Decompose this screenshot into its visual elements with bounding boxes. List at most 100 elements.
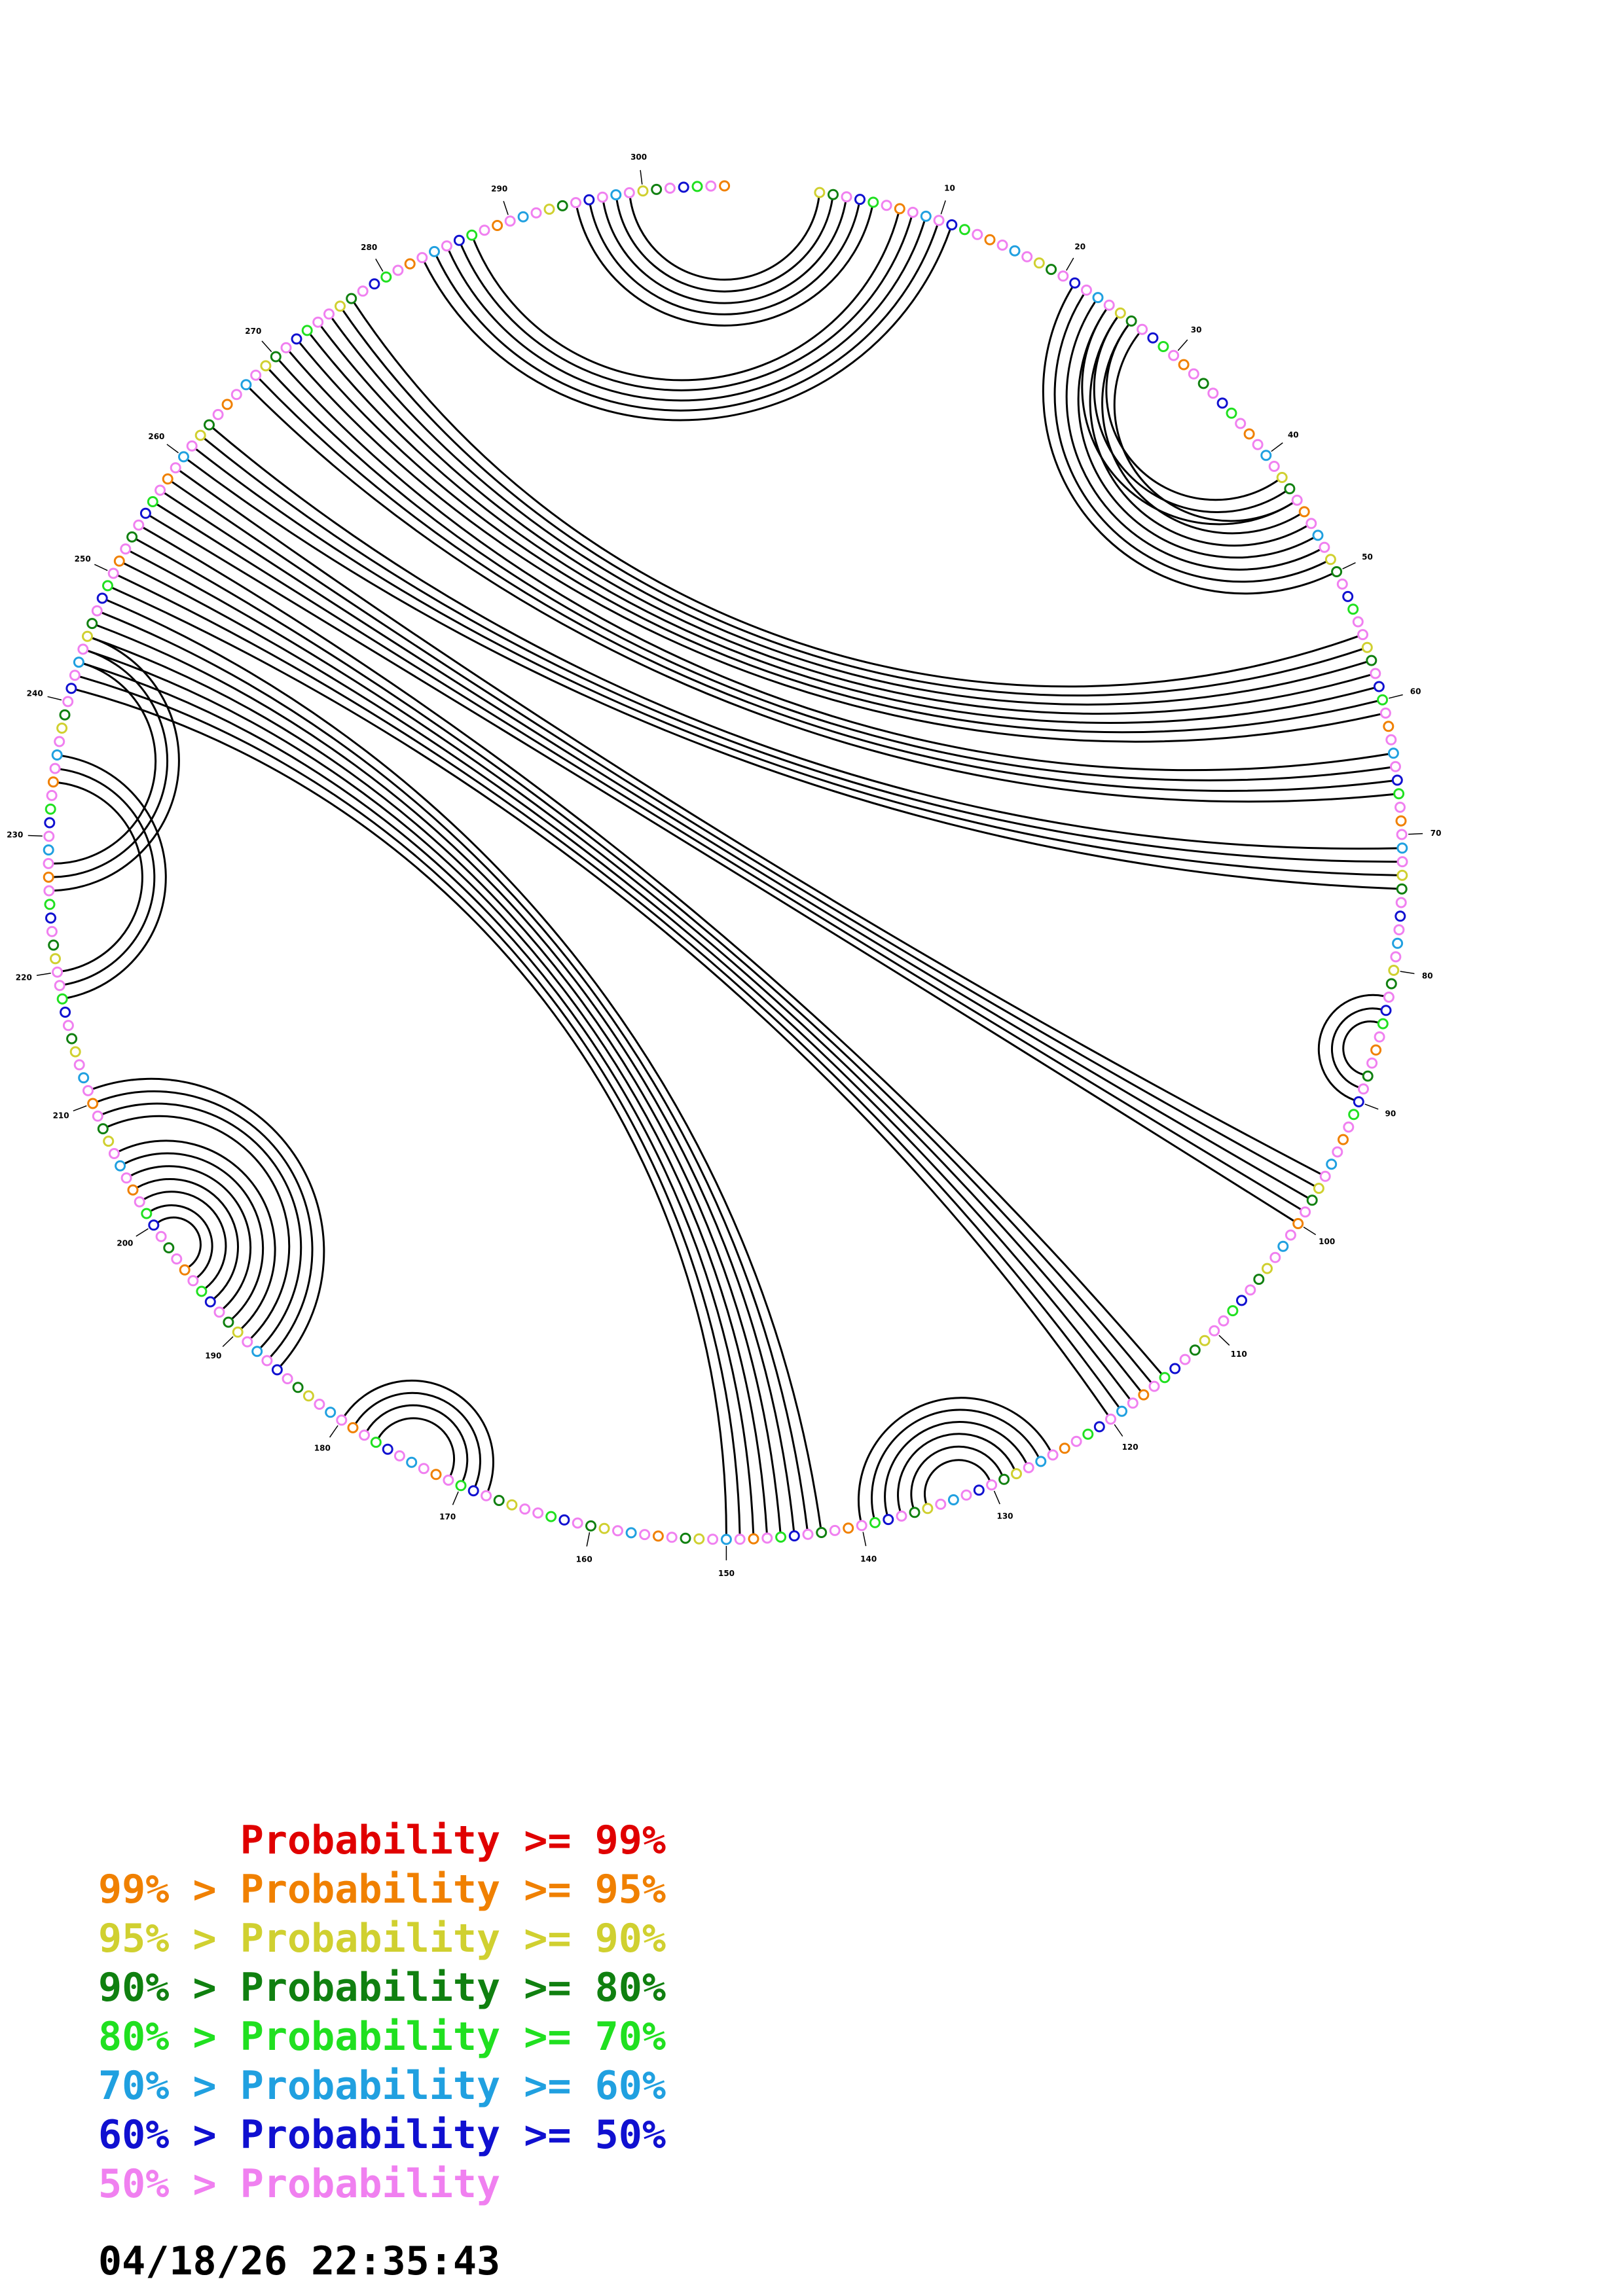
nucleotide-circle (51, 749, 63, 761)
base-pair-arc (137, 1177, 239, 1299)
tick-mark (94, 564, 108, 571)
nucleotide-circle (1092, 292, 1104, 304)
base-pair-arc (164, 492, 1308, 1199)
nucleotide-circle (814, 187, 826, 198)
nucleotide-circle (92, 1110, 103, 1122)
nucleotide-circle (280, 342, 292, 353)
nucleotide-circle (1188, 368, 1199, 380)
nucleotide-circle (107, 567, 119, 579)
tick-label: 250 (75, 554, 91, 564)
base-pair-arc (342, 310, 1363, 697)
nucleotide-circle (1387, 747, 1399, 759)
tick-label: 280 (361, 243, 377, 252)
nucleotide-circle (869, 1516, 881, 1528)
nucleotide-circle (678, 181, 689, 193)
nucleotide-circle (1385, 734, 1397, 745)
nucleotide-circle (1347, 603, 1359, 615)
nucleotide-circle (1093, 1421, 1105, 1433)
base-pair-arc (1342, 1020, 1378, 1076)
nucleotide-circle (406, 1456, 418, 1468)
nucleotide-circle (1326, 1158, 1338, 1170)
nucleotide-circle (466, 229, 478, 241)
nucleotide-circle (1395, 910, 1406, 922)
nucleotide-circle (996, 240, 1008, 251)
nucleotide-circle (62, 696, 74, 708)
tick-label: 190 (205, 1351, 221, 1360)
nucleotide-circle (556, 200, 568, 211)
nucleotide-circle (1138, 1389, 1150, 1401)
tick-mark (73, 1105, 87, 1112)
base-pair-arc (136, 538, 1152, 1383)
nucleotide-circle (120, 1172, 132, 1184)
tick-mark (503, 201, 509, 215)
nucleotide-circle (972, 228, 983, 240)
nucleotide-circle (1253, 1274, 1265, 1285)
nucleotide-circle (1390, 951, 1402, 963)
nucleotide-circle (1009, 245, 1021, 257)
nucleotide-circle (734, 1534, 746, 1545)
nucleotide-circle (816, 1527, 828, 1538)
base-pair-arc (130, 1165, 252, 1310)
nucleotide-circle (693, 1533, 705, 1545)
base-pair-arc (1053, 294, 1326, 583)
nucleotide-circle (148, 1219, 160, 1231)
nucleotide-circle (260, 360, 272, 372)
nucleotide-circle (86, 618, 98, 630)
nucleotide-circle (1396, 842, 1408, 854)
nucleotide-circle (1357, 629, 1368, 641)
nucleotide-circle (1373, 681, 1385, 692)
nucleotide-circle (126, 531, 138, 543)
nucleotide-circle (1207, 387, 1219, 399)
tick-mark (1114, 1424, 1123, 1437)
nucleotide-circle (1147, 332, 1159, 344)
nucleotide-circle (292, 1382, 304, 1393)
nucleotide-circle (651, 183, 663, 195)
legend-row-p50: 60% > Probability >= 50% (98, 2112, 666, 2158)
nucleotide-circle (854, 194, 866, 206)
nucleotide-circle (1336, 578, 1348, 590)
tick-label: 220 (16, 973, 32, 982)
nucleotide-circle (45, 912, 56, 924)
nucleotide-circle (933, 215, 945, 226)
nucleotide-circle (504, 215, 516, 227)
nucleotide-circle (1218, 1315, 1230, 1327)
base-pair-arc (871, 1408, 1040, 1518)
tick-label: 80 (1422, 971, 1433, 980)
tick-label: 50 (1362, 552, 1373, 562)
nucleotide-circle (69, 670, 81, 681)
nucleotide-circle (1358, 1083, 1369, 1095)
nucleotide-circle (748, 1533, 759, 1545)
nucleotide-circle (108, 1148, 120, 1159)
tick-mark (862, 1532, 867, 1547)
base-pair-arc (143, 1191, 227, 1289)
legend-row-p80: 90% > Probability >= 80% (98, 1965, 666, 2011)
base-pair-arc (96, 624, 795, 1531)
nucleotide-circle (1116, 1405, 1127, 1417)
tick-mark (586, 1532, 591, 1547)
nucleotide-circle (530, 207, 542, 219)
nucleotide-circle (43, 885, 55, 897)
nucleotide-circle (719, 180, 731, 192)
tick-label: 290 (491, 184, 507, 193)
base-pair-arc (1065, 301, 1321, 571)
nucleotide-circle (802, 1528, 814, 1540)
nucleotide-circle (1338, 1134, 1349, 1145)
legend-row-p60: 70% > Probability >= 60% (98, 2063, 666, 2109)
nucleotide-circle (1395, 801, 1406, 813)
nucleotide-circle (392, 264, 404, 276)
tick-label: 230 (7, 831, 23, 840)
base-pair-arc (60, 768, 156, 986)
base-pair-arc (119, 1139, 276, 1329)
nucleotide-circle (430, 1469, 442, 1480)
nucleotide-circle (271, 1364, 283, 1376)
tick-label: 270 (245, 327, 261, 336)
nucleotide-circle (347, 1422, 359, 1433)
tick-label: 110 (1231, 1350, 1247, 1359)
nucleotide-circle (1353, 1096, 1364, 1107)
nucleotide-circle (66, 1033, 78, 1045)
nucleotide-circle (213, 1306, 225, 1318)
nucleotide-circle (612, 1525, 623, 1537)
nucleotide-circle (570, 197, 581, 209)
base-pair-arc (76, 689, 727, 1535)
nucleotide-circle (1298, 506, 1310, 518)
